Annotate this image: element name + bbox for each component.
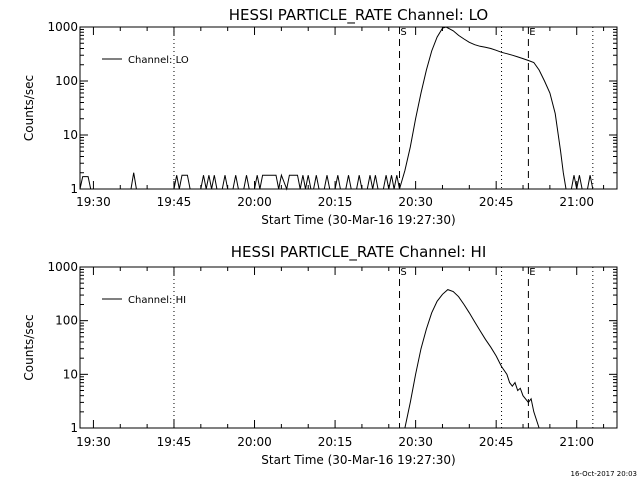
x-tick-label: 20:30 [398, 435, 433, 449]
marker-label: S [400, 267, 406, 278]
y-tick-label: 1000 [47, 20, 78, 34]
x-tick-label: 20:45 [479, 195, 514, 209]
y-tick-label: 1 [70, 182, 78, 196]
x-axis-label: Start Time (30-Mar-16 19:27:30) [261, 213, 455, 227]
chart-title: HESSI PARTICLE_RATE Channel: HI [231, 243, 487, 262]
x-tick-label: 20:00 [237, 195, 272, 209]
y-tick-label: 10 [63, 367, 78, 381]
x-tick-label: 20:00 [237, 435, 272, 449]
x-axis-label: Start Time (30-Mar-16 19:27:30) [261, 453, 455, 467]
series-line [79, 26, 617, 191]
x-tick-label: 19:30 [76, 435, 111, 449]
legend-label: Channel: HI [128, 295, 186, 306]
x-tick-label: 20:45 [479, 435, 514, 449]
footer-timestamp: 16-Oct-2017 20:03 [571, 470, 637, 478]
y-tick-label: 10 [63, 128, 78, 142]
marker-label: E [529, 267, 535, 278]
x-tick-label: 19:45 [157, 435, 192, 449]
series-line [404, 289, 540, 429]
marker-label: E [529, 27, 535, 38]
y-axis-label: Counts/sec [22, 75, 36, 141]
x-tick-label: 20:15 [318, 435, 353, 449]
y-tick-label: 1000 [47, 260, 78, 274]
x-tick-label: 19:45 [157, 195, 192, 209]
y-tick-label: 100 [55, 314, 78, 328]
x-tick-label: 21:00 [559, 435, 594, 449]
y-tick-label: 100 [55, 74, 78, 88]
y-axis-label: Counts/sec [22, 314, 36, 380]
hi-channel-panel: HESSI PARTICLE_RATE Channel: HI 19:30 19:4… [22, 243, 618, 467]
legend-label: Channel: LO [128, 55, 189, 66]
lo-channel-panel: HESSI PARTICLE_RATE Channel: LO 19:30 19:4… [22, 6, 618, 227]
chart-title: HESSI PARTICLE_RATE Channel: LO [229, 6, 488, 25]
x-tick-label: 19:30 [76, 195, 111, 209]
x-tick-label: 20:30 [398, 195, 433, 209]
x-tick-label: 20:15 [318, 195, 353, 209]
marker-label: S [400, 27, 406, 38]
y-tick-label: 1 [70, 421, 78, 435]
plot-frame [79, 26, 618, 190]
plot-frame [79, 266, 618, 429]
x-tick-label: 21:00 [559, 195, 594, 209]
